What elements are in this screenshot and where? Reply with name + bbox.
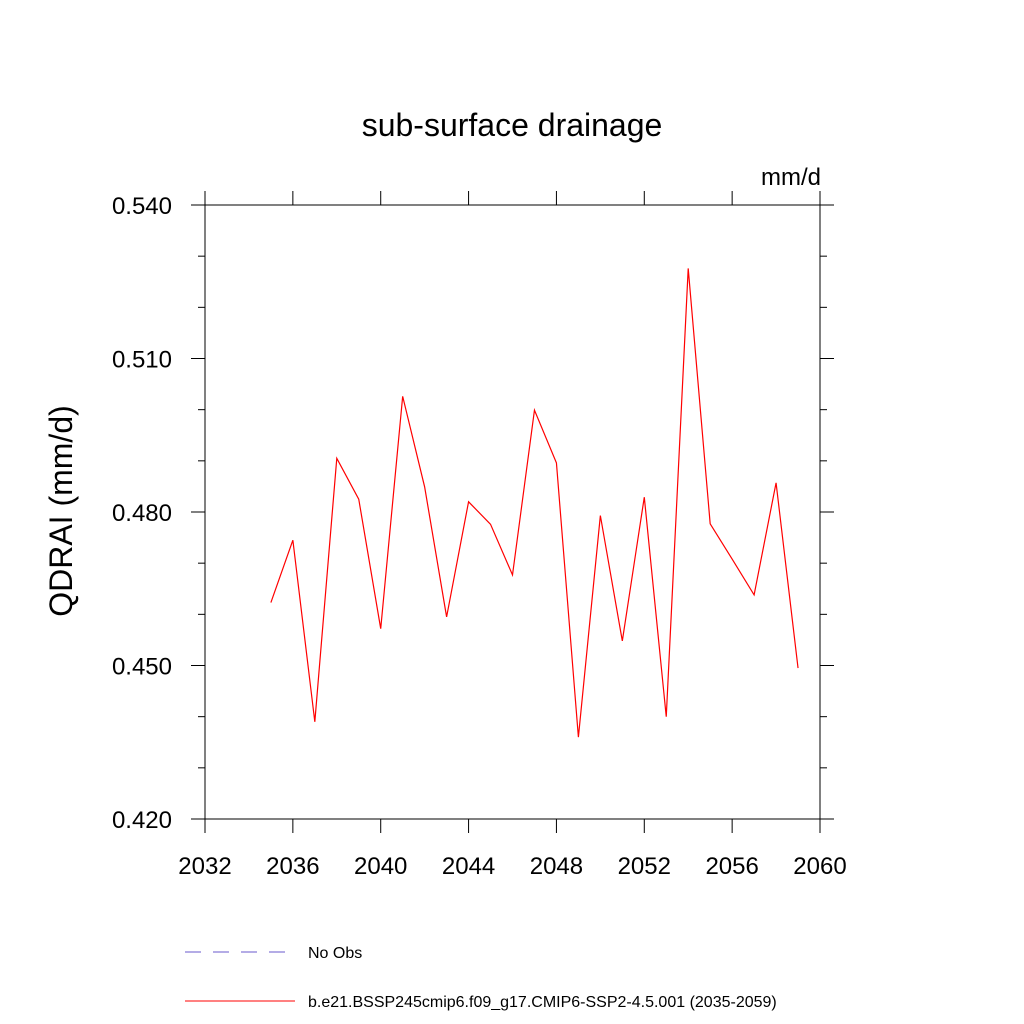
x-tick-label: 2044 <box>442 853 495 880</box>
y-axis-label: QDRAI (mm/d) <box>43 405 79 617</box>
chart-title: sub-surface drainage <box>362 107 663 143</box>
x-tick-label: 2036 <box>266 853 319 880</box>
series-line <box>270 268 799 738</box>
y-tick-label: 0.450 <box>112 654 172 681</box>
x-tick-label: 2032 <box>178 853 231 880</box>
x-tick-label: 2052 <box>618 853 671 880</box>
y-tick-label: 0.420 <box>112 807 172 834</box>
tick-labels: 2032 2036 2040 2044 2048 2052 2056 2060 0.420 0.4… <box>112 193 847 880</box>
y-tick-label: 0.480 <box>112 500 172 527</box>
x-tick-label: 2060 <box>793 853 846 880</box>
x-tick-label: 2048 <box>530 853 583 880</box>
y-tick-label: 0.540 <box>112 193 172 220</box>
tick-marks <box>191 191 834 833</box>
series-layer <box>270 268 799 738</box>
x-tick-label: 2056 <box>705 853 758 880</box>
legend-label: b.e21.BSSP245cmip6.f09_g17.CMIP6-SSP2-4.… <box>308 994 777 1011</box>
x-tick-label: 2040 <box>354 853 407 880</box>
legend-label: No Obs <box>308 945 362 962</box>
legend: No Obs b.e21.BSSP245cmip6.f09_g17.CMIP6-S… <box>185 945 777 1011</box>
y-tick-label: 0.510 <box>112 347 172 374</box>
plot-frame <box>204 204 821 820</box>
units-label: mm/d <box>761 164 821 191</box>
